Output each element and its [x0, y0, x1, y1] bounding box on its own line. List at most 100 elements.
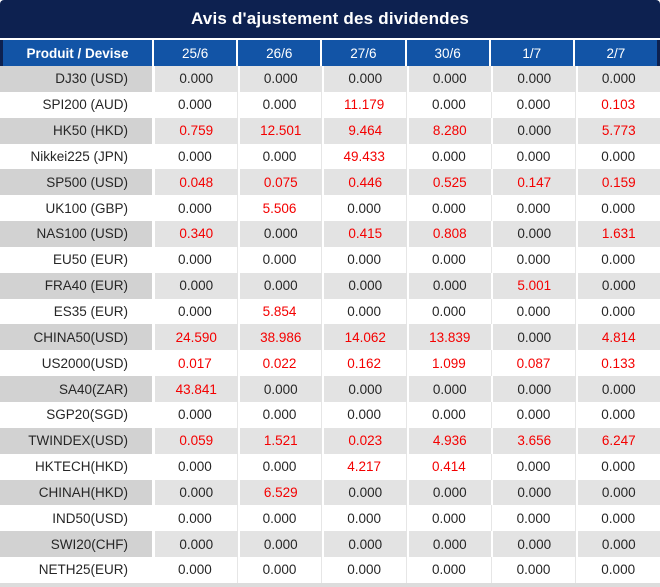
- value-cell: 0.000: [575, 195, 660, 222]
- value-cell: 0.415: [322, 221, 407, 247]
- product-devise-header: Produit / Devise: [26, 45, 129, 61]
- date-column-header: 1/7: [488, 40, 573, 66]
- table-row: SWI20(CHF) 0.000 0.000 0.000 0.000 0.000 0.000: [0, 531, 660, 558]
- product-cell: IND50(USD): [0, 505, 152, 532]
- table-row: FRA40 (EUR) 0.000 0.000 0.000 0.000 5.001 0.00…: [0, 272, 660, 299]
- value-cell: 0.000: [406, 401, 491, 428]
- table-row: US2000(USD) 0.017 0.022 0.162 1.099 0.087 0.13…: [0, 350, 660, 377]
- value-cell: 0.000: [321, 401, 407, 428]
- table-row: HK50 (HKD) 0.759 12.501 9.464 8.280 0.000 5.77…: [0, 117, 660, 144]
- value-cell: 0.000: [575, 376, 660, 402]
- value-cell: 0.000: [236, 401, 322, 428]
- table-row: IND50(USD) 0.000 0.000 0.000 0.000 0.000 0.000: [0, 505, 660, 532]
- product-cell: US2000(USD): [0, 350, 152, 377]
- value-cell: 0.000: [406, 557, 491, 583]
- value-cell: 1.099: [406, 350, 491, 377]
- value-cell: 9.464: [322, 117, 407, 144]
- date-column-header: 27/6: [320, 40, 404, 66]
- value-cell: 0.000: [575, 479, 660, 506]
- value-cell: 0.000: [236, 453, 322, 480]
- value-cell: 0.000: [490, 401, 576, 428]
- value-cell: 0.000: [575, 453, 660, 480]
- value-cell: 0.000: [406, 298, 491, 325]
- product-cell: EU50 (EUR): [0, 246, 152, 273]
- value-cell: 0.000: [406, 505, 491, 532]
- table-row: DJ30 (USD) 0.000 0.000 0.000 0.000 0.000 0.000: [0, 66, 660, 92]
- value-cell: 0.000: [491, 376, 576, 402]
- date-column-header: 30/6: [404, 40, 489, 66]
- value-cell: 0.000: [575, 531, 660, 558]
- value-cell: 0.000: [321, 246, 407, 273]
- value-cell: 24.590: [152, 324, 238, 351]
- value-cell: 5.773: [575, 117, 660, 144]
- value-cell: 0.414: [406, 453, 491, 480]
- value-cell: 0.000: [152, 531, 238, 558]
- value-cell: 0.000: [236, 557, 322, 583]
- value-cell: 0.000: [152, 91, 237, 118]
- value-cell: 0.000: [322, 272, 407, 299]
- value-cell: 0.000: [152, 143, 237, 170]
- date-column-header: 26/6: [236, 40, 320, 66]
- value-cell: 0.000: [322, 479, 407, 506]
- value-cell: 0.000: [406, 195, 491, 222]
- value-cell: 0.000: [321, 557, 407, 583]
- value-cell: 0.000: [575, 143, 660, 170]
- product-cell: CHINAH(HKD): [0, 479, 152, 506]
- value-cell: 0.017: [152, 350, 237, 377]
- product-cell: NETH25(EUR): [0, 557, 152, 583]
- value-cell: 43.841: [152, 376, 238, 402]
- value-cell: 0.000: [491, 531, 576, 558]
- table-row: CHINA50(USD) 24.590 38.986 14.062 13.839 0.00…: [0, 324, 660, 351]
- product-cell: CHINA50(USD): [0, 324, 152, 351]
- product-cell: SGP20(SGD): [0, 401, 152, 428]
- value-cell: 0.059: [152, 427, 238, 454]
- value-cell: 49.433: [321, 143, 407, 170]
- value-cell: 0.000: [237, 221, 322, 247]
- value-cell: 0.000: [406, 531, 491, 558]
- value-cell: 5.506: [236, 195, 322, 222]
- product-cell: HKTECH(HKD): [0, 453, 152, 480]
- value-cell: 0.000: [490, 91, 576, 118]
- value-cell: 0.000: [152, 298, 237, 325]
- value-cell: 0.000: [236, 505, 322, 532]
- value-cell: 3.656: [491, 427, 576, 454]
- value-cell: 0.000: [236, 143, 322, 170]
- table-row: SA40(ZAR) 43.841 0.000 0.000 0.000 0.000 0.000: [0, 376, 660, 402]
- table-row: EU50 (EUR) 0.000 0.000 0.000 0.000 0.000 0.000: [0, 246, 660, 273]
- product-cell: NAS100 (USD): [0, 221, 152, 247]
- value-cell: 0.000: [491, 117, 576, 144]
- value-cell: 5.001: [491, 272, 576, 299]
- value-cell: 0.000: [491, 221, 576, 247]
- product-cell: SA40(ZAR): [0, 376, 152, 402]
- value-cell: 0.000: [237, 272, 322, 299]
- value-cell: 0.000: [152, 195, 237, 222]
- value-cell: 0.000: [575, 401, 660, 428]
- value-cell: 0.340: [152, 221, 238, 247]
- value-cell: 0.162: [321, 350, 407, 377]
- value-cell: 0.000: [152, 479, 238, 506]
- value-cell: 0.000: [321, 298, 407, 325]
- product-cell: SP500 (USD): [0, 169, 152, 196]
- value-cell: 0.000: [490, 143, 576, 170]
- product-cell: HK50 (HKD): [0, 117, 152, 144]
- value-cell: 0.000: [406, 479, 491, 506]
- table-row: HKTECH(HKD) 0.000 0.000 4.217 0.414 0.000 0.00…: [0, 453, 660, 480]
- value-cell: 0.000: [236, 91, 322, 118]
- value-cell: 0.103: [575, 91, 660, 118]
- value-cell: 0.000: [490, 246, 576, 273]
- value-cell: 0.000: [491, 324, 576, 351]
- value-cell: 0.000: [237, 66, 322, 92]
- product-cell: FRA40 (EUR): [0, 272, 152, 299]
- value-cell: 0.075: [237, 169, 322, 196]
- value-cell: 0.000: [236, 246, 322, 273]
- value-cell: 0.000: [152, 505, 237, 532]
- value-cell: 1.631: [575, 221, 660, 247]
- value-cell: 0.022: [236, 350, 322, 377]
- value-cell: 11.179: [321, 91, 407, 118]
- value-cell: 14.062: [322, 324, 407, 351]
- table-row: CHINAH(HKD) 0.000 6.529 0.000 0.000 0.000 0.00…: [0, 479, 660, 506]
- table-body: DJ30 (USD) 0.000 0.000 0.000 0.000 0.000 0.000…: [0, 66, 660, 583]
- value-cell: 13.839: [406, 324, 491, 351]
- value-cell: 0.133: [575, 350, 660, 377]
